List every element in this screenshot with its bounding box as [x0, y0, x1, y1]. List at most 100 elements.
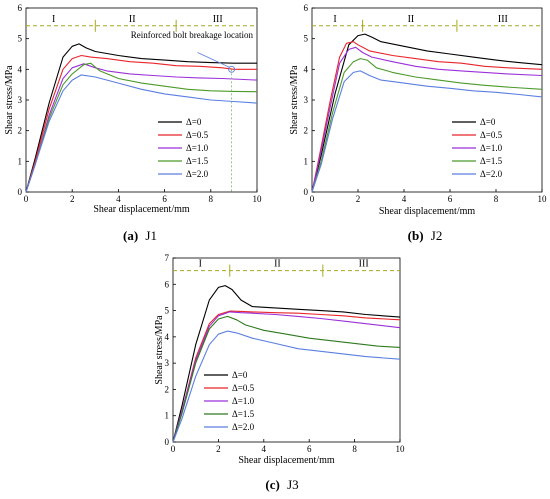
series-line-3: [25, 62, 258, 193]
x-axis-label: Shear displacement/mm: [238, 455, 335, 466]
legend-entry-0: Δ=0: [186, 117, 202, 127]
caption-name: J3: [287, 477, 299, 492]
y-tick-label: 3: [165, 358, 170, 368]
stage-label: I: [199, 259, 202, 270]
x-tick-label: 8: [352, 444, 357, 454]
caption-j2: (b) J2: [408, 228, 443, 243]
stage-label: I: [52, 14, 55, 25]
series-line-1: [25, 54, 257, 193]
annotation-text: Reinforced bolt breakage location: [131, 30, 254, 40]
stage-label: II: [274, 259, 281, 270]
plot-frame: [311, 7, 543, 193]
y-tick-label: 4: [165, 332, 170, 342]
chart-panel-j2: 0 2 4 6 8 10 0 1 2 3 4 5 6 Shear displacement/mm Shear…: [289, 3, 547, 243]
x-tick-label: 4: [402, 194, 407, 204]
legend-entry-4: Δ=2.0: [186, 169, 209, 179]
legend-entry-0: Δ=0: [480, 117, 496, 127]
y-tick-label: 5: [18, 34, 23, 44]
stage-label: I: [333, 14, 336, 25]
legend-entry-4: Δ=2.0: [480, 169, 503, 179]
stage-label: II: [129, 14, 136, 25]
series-line-3: [172, 315, 401, 443]
stage-label: III: [498, 14, 508, 25]
y-axis-label: Shear stress/MPa: [154, 315, 165, 385]
x-tick-label: 2: [216, 444, 221, 454]
plot-frame: [172, 257, 401, 443]
x-tick-label: 0: [171, 444, 176, 454]
x-tick-label: 2: [70, 194, 75, 204]
x-tick-label: 8: [494, 194, 499, 204]
series-line-2: [172, 311, 401, 443]
legend-entry-4: Δ=2.0: [232, 422, 255, 432]
caption-letter: (a): [123, 228, 138, 243]
stage-label: III: [213, 14, 223, 25]
y-tick-label: 5: [304, 34, 309, 44]
legend-entry-2: Δ=1.0: [232, 396, 255, 406]
x-tick-label: 0: [24, 194, 29, 204]
x-tick-label: 4: [262, 444, 267, 454]
x-tick-label: 6: [448, 194, 453, 204]
stage-label: III: [359, 259, 369, 270]
y-tick-label: 3: [18, 95, 23, 105]
y-tick-label: 7: [165, 253, 170, 263]
legend-entry-3: Δ=1.5: [232, 409, 255, 419]
y-tick-label: 2: [304, 126, 309, 136]
series-line-1: [311, 41, 543, 193]
y-tick-label: 4: [304, 64, 309, 74]
series-line-4: [25, 74, 258, 193]
legend-entry-1: Δ=0.5: [480, 130, 503, 140]
y-tick-label: 0: [165, 437, 170, 447]
x-tick-label: 8: [209, 194, 214, 204]
stage-label: II: [408, 14, 415, 25]
series-line-4: [172, 330, 401, 443]
x-tick-label: 2: [356, 194, 361, 204]
caption-letter: (c): [265, 477, 279, 492]
legend-entry-2: Δ=1.0: [186, 143, 209, 153]
legend-entry-3: Δ=1.5: [480, 156, 503, 166]
legend-entry-1: Δ=0.5: [186, 130, 209, 140]
x-tick-label: 6: [307, 444, 312, 454]
series-line-3: [311, 58, 543, 193]
y-tick-label: 6: [18, 3, 23, 13]
y-tick-label: 2: [165, 384, 170, 394]
chart-panel-j3: 0 2 4 6 8 10 0 1 2 3 4 5 6 7 Shear displacement/mm Shea…: [154, 253, 405, 492]
y-tick-label: 1: [165, 411, 170, 421]
y-tick-label: 6: [304, 3, 309, 13]
legend-entry-0: Δ=0: [232, 370, 248, 380]
x-tick-label: 10: [253, 194, 263, 204]
series-line-0: [311, 33, 543, 193]
x-axis-label: Shear displacement/mm: [93, 204, 190, 215]
x-axis-label: Shear displacement/mm: [379, 206, 476, 217]
caption-name: J1: [145, 228, 157, 243]
y-tick-label: 3: [304, 95, 309, 105]
x-tick-label: 6: [162, 194, 167, 204]
x-tick-label: 0: [310, 194, 315, 204]
legend-entry-2: Δ=1.0: [480, 143, 503, 153]
series-line-0: [172, 285, 401, 443]
y-tick-label: 0: [304, 187, 309, 197]
series-line-2: [25, 63, 258, 193]
y-tick-label: 5: [165, 306, 170, 316]
y-tick-label: 1: [18, 156, 23, 166]
legend-entry-3: Δ=1.5: [186, 156, 209, 166]
breakage-marker: [228, 65, 236, 73]
x-tick-label: 10: [538, 194, 548, 204]
x-tick-label: 4: [116, 194, 121, 204]
y-axis-label: Shear stress/MPa: [289, 65, 300, 135]
caption-letter: (b): [408, 228, 424, 243]
y-tick-label: 0: [18, 187, 23, 197]
caption-j3: (c) J3: [265, 477, 298, 492]
y-tick-label: 2: [18, 126, 23, 136]
x-tick-label: 10: [396, 444, 406, 454]
caption-name: J2: [431, 228, 443, 243]
series-line-0: [25, 43, 257, 193]
y-axis-label: Shear stress/MPa: [4, 65, 15, 135]
y-tick-label: 1: [304, 156, 309, 166]
legend-entry-1: Δ=0.5: [232, 383, 255, 393]
annotation-leader: [197, 52, 230, 68]
caption-j1: (a) J1: [123, 228, 157, 243]
y-tick-label: 4: [18, 64, 23, 74]
series-line-4: [311, 70, 543, 193]
